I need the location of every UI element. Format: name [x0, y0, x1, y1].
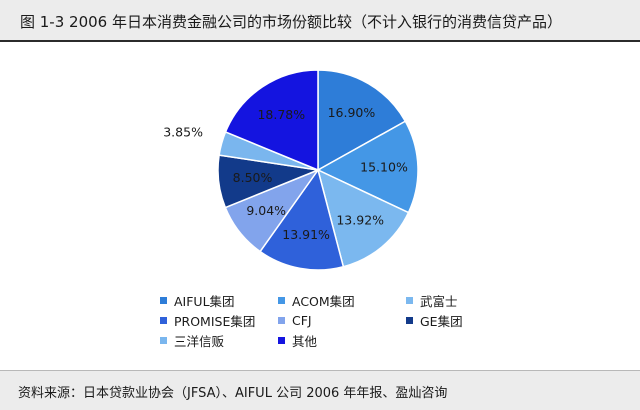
source-bar: 资料来源：日本贷款业协会（JFSA）、AIFUL 公司 2006 年年报、盈灿咨… — [0, 370, 640, 410]
legend-swatch — [278, 316, 285, 324]
legend-label: AIFUL集团 — [174, 293, 235, 309]
legend-swatch — [160, 336, 167, 344]
legend-label: PROMISE集团 — [174, 313, 256, 329]
chart-legend: AIFUL集团 ACOM集团 武富士 PROMISE集团 CFJ GE集团三洋信贩 其他 — [160, 292, 560, 349]
source-note: 资料来源：日本贷款业协会（JFSA）、AIFUL 公司 2006 年年报、盈灿咨… — [18, 386, 448, 401]
title-bar: 图 1-3 2006 年日本消费金融公司的市场份额比较（不计入银行的消费信贷产品… — [0, 0, 640, 42]
slice-label: 18.78% — [257, 107, 305, 122]
legend-label: GE集团 — [420, 313, 463, 329]
pie-slice — [317, 69, 407, 172]
legend-item: AIFUL集团 — [160, 292, 278, 309]
legend-swatch — [406, 296, 413, 304]
legend-item: 其他 — [278, 332, 406, 349]
legend-item: 武富士 — [406, 292, 526, 309]
slice-label: 15.10% — [360, 160, 408, 175]
pie-slice — [316, 120, 419, 214]
legend-item: ACOM集团 — [278, 292, 406, 309]
legend-item: PROMISE集团 — [160, 312, 278, 329]
legend-swatch — [278, 336, 285, 344]
legend-swatch — [160, 296, 167, 304]
legend-swatch — [160, 316, 167, 324]
legend-label: CFJ — [292, 312, 312, 328]
slice-label: 9.04% — [246, 203, 286, 218]
slice-label: 16.90% — [328, 105, 376, 120]
legend-item: GE集团 — [406, 312, 526, 329]
legend-item: CFJ — [278, 312, 406, 328]
slice-label: 13.92% — [336, 213, 384, 228]
legend-item: 三洋信贩 — [160, 332, 278, 349]
slice-label: 8.50% — [233, 170, 273, 185]
pie-chart: 16.90% 15.10% 13.92% 13.91% 9.04% 8.50% 3.85% 1… — [163, 69, 419, 271]
legend-label: 武富士 — [420, 293, 458, 309]
slice-label: 13.91% — [282, 227, 330, 242]
pie-slice — [224, 69, 319, 172]
chart-title: 图 1-3 2006 年日本消费金融公司的市场份额比较（不计入银行的消费信贷产品… — [20, 13, 562, 31]
legend-swatch — [278, 296, 285, 304]
legend-label: ACOM集团 — [292, 293, 355, 309]
slice-label: 3.85% — [163, 125, 203, 140]
legend-label: 其他 — [292, 333, 318, 349]
legend-label: 三洋信贩 — [174, 333, 225, 349]
legend-swatch — [406, 316, 413, 324]
pie-slice — [316, 168, 410, 268]
pie-slice — [259, 168, 345, 271]
